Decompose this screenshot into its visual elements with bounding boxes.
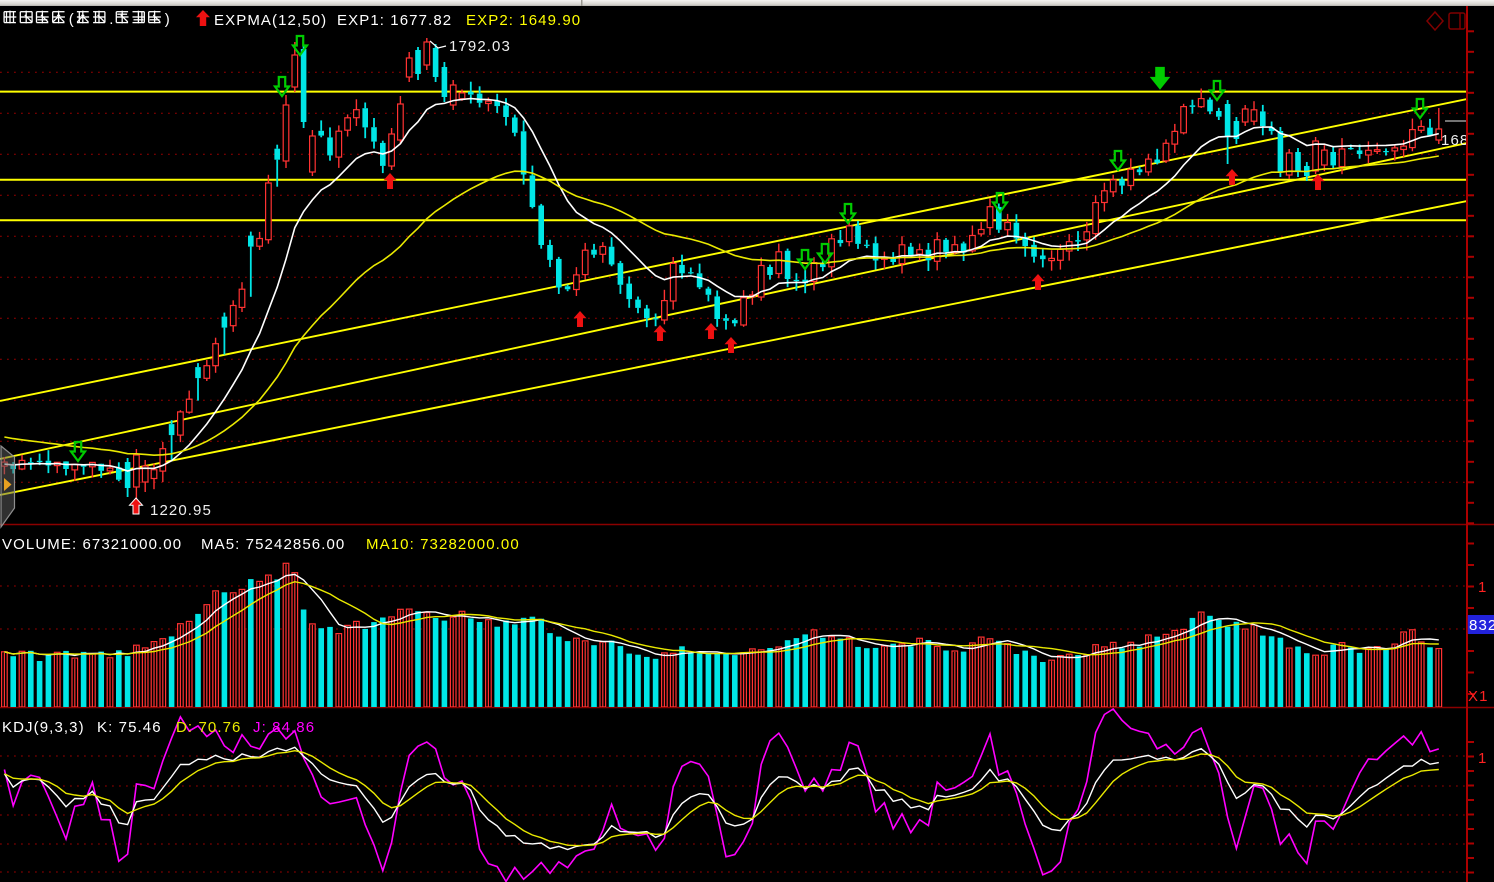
svg-text:.: . [109,11,114,28]
svg-text:D: 70.76: D: 70.76 [176,719,242,736]
svg-text:832: 832 [1469,617,1494,634]
svg-text:EXPMA(12,50): EXPMA(12,50) [214,12,327,29]
svg-text:): ) [165,11,171,28]
svg-text:EXP1: 1677.82: EXP1: 1677.82 [337,12,452,29]
svg-text:X1: X1 [1468,688,1489,705]
svg-text:(: ( [69,11,75,28]
svg-text:EXP2: 1649.90: EXP2: 1649.90 [466,12,581,29]
svg-text:1220.95: 1220.95 [150,502,212,519]
svg-text:K: 75.46: K: 75.46 [97,719,162,736]
svg-text:KDJ(9,3,3): KDJ(9,3,3) [2,719,85,736]
svg-text:1792.03: 1792.03 [449,38,511,55]
svg-text:1: 1 [1478,579,1487,596]
svg-text:MA10: 73282000.00: MA10: 73282000.00 [366,536,520,553]
svg-text:MA5: 75242856.00: MA5: 75242856.00 [201,536,345,553]
svg-text:VOLUME: 67321000.00: VOLUME: 67321000.00 [2,536,182,553]
svg-text:1: 1 [1478,750,1487,767]
svg-text:1688.16: 1688.16 [1441,132,1494,149]
svg-text:J: 84.86: J: 84.86 [253,719,315,736]
